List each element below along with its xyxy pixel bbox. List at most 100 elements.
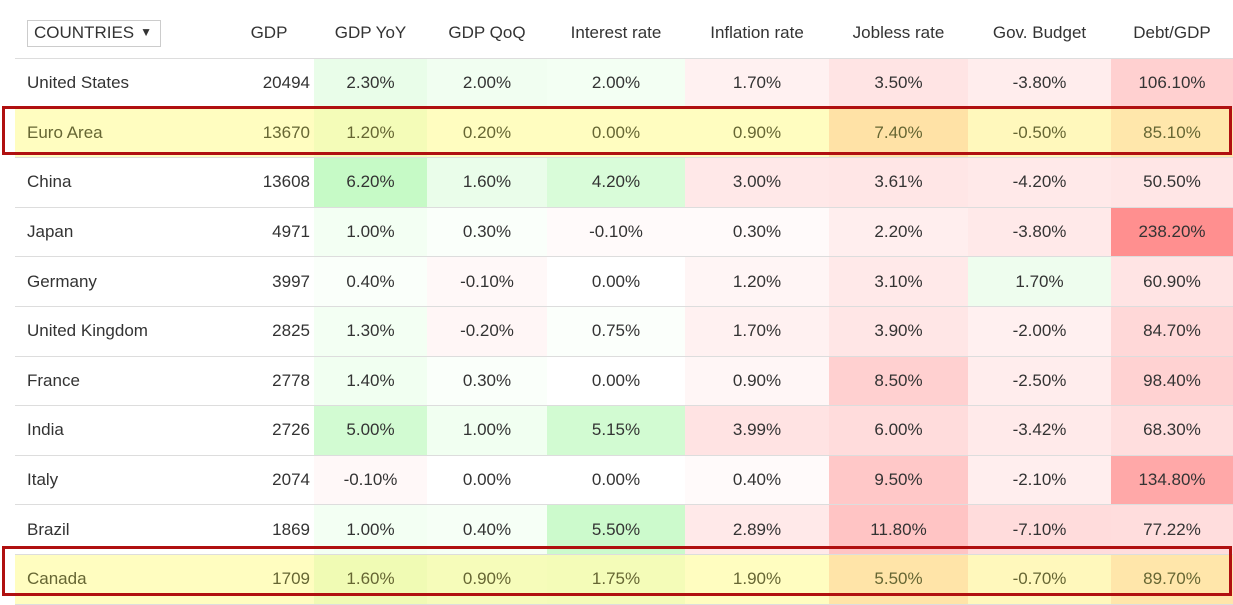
countries-table-wrapper: COUNTRIES ▼ GDP GDP YoY GDP QoQ Interest … [15,8,1233,605]
country-name-cell[interactable]: Euro Area [15,108,224,159]
table-row[interactable]: Brazil 1869 1.00% 0.40% 5.50% 2.89% 11.80% -7.1… [15,504,1233,555]
country-name-cell[interactable]: Japan [15,207,224,258]
gdp-cell: 13670 [224,108,314,159]
column-header-jobless-rate[interactable]: Jobless rate [829,8,968,59]
debt-gdp-cell: 85.10% [1111,108,1233,159]
gdp-cell: 1869 [224,504,314,555]
column-header-gdp-yoy[interactable]: GDP YoY [314,8,427,59]
jobless-rate-cell: 11.80% [829,504,968,555]
gdp-qoq-cell: 0.00% [427,455,547,506]
inflation-rate-cell: 1.70% [685,306,829,357]
inflation-rate-cell: 1.20% [685,256,829,307]
country-name-cell[interactable]: United States [15,58,224,109]
jobless-rate-cell: 9.50% [829,455,968,506]
jobless-rate-cell: 2.20% [829,207,968,258]
chevron-down-icon: ▼ [140,24,153,39]
gdp-qoq-cell: 1.60% [427,157,547,208]
inflation-rate-cell: 1.70% [685,58,829,109]
column-header-gdp-qoq[interactable]: GDP QoQ [427,8,547,59]
gov-budget-cell: -2.00% [968,306,1111,357]
jobless-rate-cell: 8.50% [829,356,968,407]
country-name-cell[interactable]: Italy [15,455,224,506]
table-row[interactable]: Italy 2074 -0.10% 0.00% 0.00% 0.40% 9.50% -2.10… [15,455,1233,506]
column-header-gdp[interactable]: GDP [224,8,314,59]
gdp-yoy-cell: 1.20% [314,108,427,159]
gdp-yoy-cell: 1.40% [314,356,427,407]
interest-rate-cell: 2.00% [547,58,685,109]
inflation-rate-cell: 3.00% [685,157,829,208]
countries-dropdown[interactable]: COUNTRIES ▼ [27,19,162,47]
table-row[interactable]: Canada 1709 1.60% 0.90% 1.75% 1.90% 5.50% -0.70… [15,554,1233,605]
gdp-cell: 2726 [224,405,314,456]
gdp-yoy-cell: 1.00% [314,504,427,555]
gdp-yoy-cell: 5.00% [314,405,427,456]
gov-budget-cell: -3.80% [968,207,1111,258]
gdp-cell: 20494 [224,58,314,109]
debt-gdp-cell: 106.10% [1111,58,1233,109]
gov-budget-cell: -4.20% [968,157,1111,208]
inflation-rate-cell: 0.90% [685,356,829,407]
gdp-yoy-cell: 6.20% [314,157,427,208]
inflation-rate-cell: 0.30% [685,207,829,258]
gov-budget-cell: 1.70% [968,256,1111,307]
inflation-rate-cell: 2.89% [685,504,829,555]
table-row[interactable]: United States 20494 2.30% 2.00% 2.00% 1.70% 3.… [15,58,1233,109]
table-row[interactable]: United Kingdom 2825 1.30% -0.20% 0.75% 1.70% 3… [15,306,1233,357]
debt-gdp-cell: 134.80% [1111,455,1233,506]
table-row[interactable]: Euro Area 13670 1.20% 0.20% 0.00% 0.90% 7.40% -… [15,108,1233,159]
country-name-cell[interactable]: Brazil [15,504,224,555]
country-name-cell[interactable]: Germany [15,256,224,307]
debt-gdp-cell: 60.90% [1111,256,1233,307]
gov-budget-cell: -7.10% [968,504,1111,555]
gov-budget-cell: -2.50% [968,356,1111,407]
interest-rate-cell: 4.20% [547,157,685,208]
header-row: COUNTRIES ▼ GDP GDP YoY GDP QoQ Interest … [15,8,1233,59]
debt-gdp-cell: 238.20% [1111,207,1233,258]
table-row[interactable]: Japan 4971 1.00% 0.30% -0.10% 0.30% 2.20% -3.80… [15,207,1233,258]
jobless-rate-cell: 7.40% [829,108,968,159]
country-name-cell[interactable]: France [15,356,224,407]
debt-gdp-cell: 89.70% [1111,554,1233,605]
gov-budget-cell: -0.70% [968,554,1111,605]
gdp-yoy-cell: 1.00% [314,207,427,258]
jobless-rate-cell: 3.61% [829,157,968,208]
interest-rate-cell: 5.15% [547,405,685,456]
country-name-cell[interactable]: China [15,157,224,208]
gdp-cell: 3997 [224,256,314,307]
gdp-qoq-cell: 1.00% [427,405,547,456]
jobless-rate-cell: 6.00% [829,405,968,456]
gdp-yoy-cell: 2.30% [314,58,427,109]
jobless-rate-cell: 3.50% [829,58,968,109]
gdp-qoq-cell: -0.20% [427,306,547,357]
table-row[interactable]: Germany 3997 0.40% -0.10% 0.00% 1.20% 3.10% 1.7… [15,256,1233,307]
gdp-qoq-cell: 2.00% [427,58,547,109]
country-name-cell[interactable]: Canada [15,554,224,605]
interest-rate-cell: 1.75% [547,554,685,605]
gdp-yoy-cell: 1.30% [314,306,427,357]
jobless-rate-cell: 3.90% [829,306,968,357]
table-row[interactable]: France 2778 1.40% 0.30% 0.00% 0.90% 8.50% -2.50… [15,356,1233,407]
debt-gdp-cell: 50.50% [1111,157,1233,208]
interest-rate-cell: 0.00% [547,356,685,407]
gov-budget-cell: -0.50% [968,108,1111,159]
country-name-cell[interactable]: India [15,405,224,456]
debt-gdp-cell: 77.22% [1111,504,1233,555]
gdp-yoy-cell: 0.40% [314,256,427,307]
gdp-qoq-cell: 0.90% [427,554,547,605]
column-header-inflation-rate[interactable]: Inflation rate [685,8,829,59]
table-header: COUNTRIES ▼ GDP GDP YoY GDP QoQ Interest … [15,8,1233,59]
debt-gdp-cell: 98.40% [1111,356,1233,407]
gdp-qoq-cell: 0.30% [427,356,547,407]
interest-rate-cell: -0.10% [547,207,685,258]
table-row[interactable]: India 2726 5.00% 1.00% 5.15% 3.99% 6.00% -3.42%… [15,405,1233,456]
table-row[interactable]: China 13608 6.20% 1.60% 4.20% 3.00% 3.61% -4.20… [15,157,1233,208]
column-header-debt-gdp[interactable]: Debt/GDP [1111,8,1233,59]
inflation-rate-cell: 1.90% [685,554,829,605]
gdp-yoy-cell: -0.10% [314,455,427,506]
country-name-cell[interactable]: United Kingdom [15,306,224,357]
column-header-gov-budget[interactable]: Gov. Budget [968,8,1111,59]
gdp-cell: 2074 [224,455,314,506]
interest-rate-cell: 0.00% [547,108,685,159]
column-header-interest-rate[interactable]: Interest rate [547,8,685,59]
gdp-qoq-cell: 0.20% [427,108,547,159]
